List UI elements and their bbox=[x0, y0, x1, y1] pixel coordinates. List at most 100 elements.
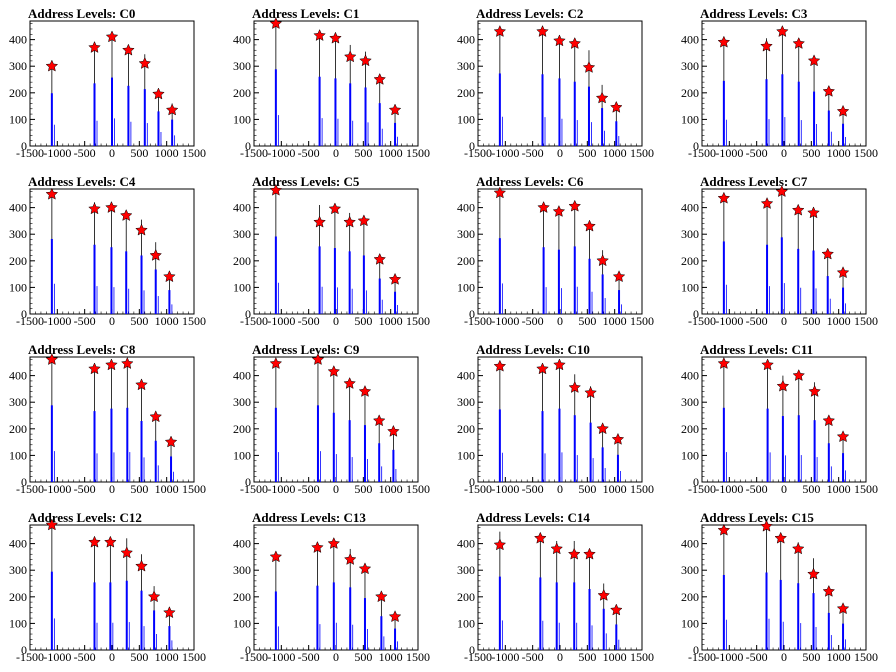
y-tick-label: 100 bbox=[233, 616, 251, 630]
x-tick-label: -1500 bbox=[688, 482, 716, 496]
y-tick-label: 200 bbox=[233, 86, 251, 100]
chart-plot: 0 100 200 300 400 -1500 -1000 -500 0 500 1000 1500 bbox=[233, 524, 430, 664]
histogram-bar bbox=[842, 123, 845, 146]
chart-plot: 0 100 200 300 400 -1500 -1000 -500 0 500 1000 1500 bbox=[681, 519, 878, 664]
peak-marker bbox=[138, 56, 152, 69]
peak-marker bbox=[595, 91, 609, 104]
histogram-bar bbox=[334, 78, 337, 146]
histogram-bar bbox=[601, 274, 604, 314]
x-tick-label: 1500 bbox=[630, 650, 654, 664]
peak-marker bbox=[45, 187, 59, 200]
peak-marker bbox=[822, 584, 836, 597]
peak-marker bbox=[375, 590, 388, 603]
peak-marker bbox=[311, 540, 324, 553]
x-tick-label: 0 bbox=[557, 650, 563, 664]
peak-marker bbox=[568, 380, 582, 393]
peak-marker bbox=[372, 414, 386, 427]
histogram-bar bbox=[125, 580, 128, 650]
chart-plot: 0 100 200 300 400 -1500 -1000 -500 0 500 1000 1500 bbox=[457, 186, 654, 328]
histogram-bar bbox=[766, 244, 769, 314]
peak-marker bbox=[358, 384, 372, 397]
histogram-bar bbox=[111, 77, 113, 146]
x-tick-label: 500 bbox=[354, 314, 372, 328]
peak-marker bbox=[88, 202, 101, 215]
histogram-bar bbox=[378, 103, 381, 146]
peak-marker bbox=[88, 535, 101, 548]
histogram-bar bbox=[842, 623, 845, 650]
x-tick-label: -500 bbox=[522, 314, 544, 328]
y-tick-label: 100 bbox=[9, 280, 27, 294]
x-tick-label: -500 bbox=[522, 482, 544, 496]
x-tick-label: -500 bbox=[522, 146, 544, 160]
y-tick-label: 300 bbox=[233, 395, 251, 409]
histogram-bar bbox=[842, 453, 845, 482]
chart-panel: Address Levels: C13 0 100 200 300 400 -1500 -10… bbox=[224, 504, 448, 672]
x-tick-label: 0 bbox=[557, 482, 563, 496]
histogram-bar bbox=[274, 236, 277, 314]
histogram-bar bbox=[93, 244, 96, 314]
y-tick-label: 400 bbox=[457, 33, 475, 47]
x-tick-label: -500 bbox=[298, 650, 320, 664]
histogram-bar bbox=[332, 582, 335, 650]
y-tick-label: 400 bbox=[681, 537, 699, 551]
histogram-bar bbox=[154, 269, 157, 314]
histogram-bar bbox=[589, 422, 592, 482]
x-tick-label: 1500 bbox=[630, 314, 654, 328]
x-tick-label: -1500 bbox=[688, 146, 716, 160]
x-tick-label: -1000 bbox=[43, 482, 71, 496]
histogram-bar bbox=[602, 608, 605, 650]
x-tick-label: 0 bbox=[781, 314, 787, 328]
x-tick-label: -1500 bbox=[240, 482, 268, 496]
x-tick-label: -500 bbox=[746, 482, 768, 496]
y-tick-label: 0 bbox=[21, 307, 27, 321]
y-tick-label: 300 bbox=[457, 227, 475, 241]
chart-plot: 0 100 200 300 400 -1500 -1000 -500 0 500 1000 1500 bbox=[681, 20, 878, 160]
x-tick-label: 500 bbox=[578, 482, 596, 496]
histogram-bar bbox=[498, 238, 501, 314]
x-tick-label: -500 bbox=[746, 650, 768, 664]
chart-plot: 0 100 200 300 400 -1500 -1000 -500 0 500 1000 1500 bbox=[681, 185, 878, 328]
histogram-bar bbox=[157, 111, 160, 146]
x-tick-label: -500 bbox=[74, 314, 96, 328]
peak-marker bbox=[359, 54, 372, 67]
x-tick-label: -1000 bbox=[491, 314, 519, 328]
x-tick-label: -500 bbox=[298, 482, 320, 496]
x-tick-label: -1500 bbox=[464, 314, 492, 328]
peak-marker bbox=[343, 376, 356, 389]
peak-marker bbox=[329, 31, 342, 44]
histogram-bar bbox=[539, 577, 542, 650]
y-tick-label: 400 bbox=[681, 369, 699, 383]
histogram-bar bbox=[153, 610, 156, 650]
y-tick-label: 200 bbox=[457, 86, 475, 100]
peak-marker bbox=[537, 201, 550, 213]
histogram-bar bbox=[93, 582, 96, 650]
histogram-bar bbox=[363, 425, 366, 482]
x-tick-label: 0 bbox=[333, 146, 339, 160]
histogram-bar bbox=[601, 108, 604, 146]
histogram-bar bbox=[140, 255, 143, 314]
x-tick-label: -1500 bbox=[464, 146, 492, 160]
peak-marker bbox=[792, 36, 806, 49]
chart-title: Address Levels: C3 bbox=[700, 6, 808, 21]
x-tick-label: 0 bbox=[109, 650, 115, 664]
peak-marker bbox=[776, 379, 790, 392]
histogram-bar bbox=[780, 237, 783, 314]
peak-marker bbox=[493, 186, 507, 199]
y-tick-label: 0 bbox=[245, 475, 251, 489]
y-tick-label: 400 bbox=[233, 537, 251, 551]
peak-marker bbox=[269, 17, 283, 30]
x-tick-label: 1500 bbox=[854, 650, 878, 664]
y-tick-label: 200 bbox=[457, 254, 475, 268]
x-tick-label: -500 bbox=[74, 146, 96, 160]
peak-marker bbox=[388, 272, 402, 285]
x-tick-label: -1500 bbox=[240, 146, 268, 160]
peak-marker bbox=[836, 104, 850, 117]
histogram-bar bbox=[171, 119, 174, 146]
histogram-bar bbox=[588, 258, 591, 314]
x-tick-label: 1500 bbox=[630, 482, 654, 496]
histogram-bar bbox=[93, 83, 96, 146]
peak-marker bbox=[808, 384, 821, 397]
chart-title: Address Levels: C4 bbox=[28, 174, 136, 189]
x-tick-label: 500 bbox=[130, 314, 148, 328]
chart-panel: Address Levels: C15 0 100 200 300 400 -1500 -10… bbox=[672, 504, 896, 672]
